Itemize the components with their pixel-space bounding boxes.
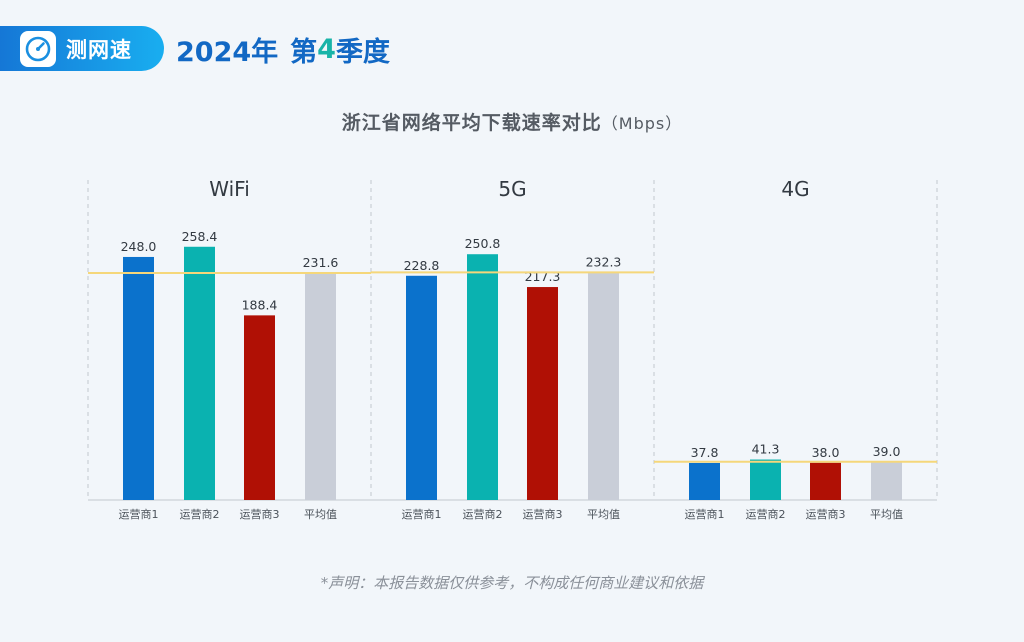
panel-title: WiFi	[209, 177, 250, 201]
category-label: 运营商1	[402, 507, 442, 521]
bar	[527, 287, 558, 500]
data-label: 248.0	[121, 239, 157, 254]
brand-badge: 测网速	[0, 26, 164, 71]
data-label: 39.0	[873, 444, 901, 459]
panel-title: 5G	[498, 177, 526, 201]
bar	[244, 315, 275, 500]
quarter-number: 4	[317, 33, 336, 65]
data-label: 228.8	[404, 258, 440, 273]
data-label: 217.3	[525, 269, 561, 284]
data-label: 38.0	[812, 445, 840, 460]
disclaimer: *声明：本报告数据仅供参考，不构成任何商业建议和依据	[320, 574, 704, 592]
bar	[184, 246, 215, 500]
bar	[406, 275, 437, 500]
bar	[871, 461, 902, 500]
category-label: 运营商2	[463, 507, 503, 521]
data-label: 41.3	[752, 442, 780, 457]
chart-title: 浙江省网络平均下载速率对比（Mbps）	[0, 108, 1024, 135]
category-label: 运营商3	[806, 507, 846, 521]
quarter-suffix: 季度	[335, 36, 390, 68]
bar	[588, 272, 619, 500]
category-label: 运营商2	[180, 507, 220, 521]
bar	[750, 459, 781, 500]
chart-title-text: 浙江省网络平均下载速率对比	[341, 112, 602, 134]
quarter-prefix: 第	[290, 36, 318, 68]
bar	[305, 273, 336, 500]
year-label: 2024年	[176, 36, 279, 68]
category-label: 平均值	[587, 508, 620, 521]
category-label: 运营商2	[746, 507, 786, 521]
data-label: 231.6	[303, 255, 339, 270]
data-label: 258.4	[182, 229, 218, 244]
category-label: 运营商1	[119, 507, 159, 521]
period-heading: 2024年 第 4 季度	[176, 30, 390, 68]
speedometer-icon	[20, 30, 56, 67]
category-label: 平均值	[304, 508, 337, 521]
bar	[689, 462, 720, 500]
data-label: 250.8	[465, 236, 501, 251]
category-label: 平均值	[870, 508, 903, 521]
data-label: 188.4	[242, 297, 278, 312]
bar	[810, 462, 841, 500]
category-label: 运营商1	[685, 507, 725, 521]
chart-unit: （Mbps）	[601, 114, 683, 133]
data-label: 232.3	[586, 254, 622, 269]
data-label: 37.8	[691, 445, 719, 460]
bar	[123, 256, 154, 500]
category-label: 运营商3	[240, 507, 280, 521]
bar	[467, 254, 498, 500]
brand-name: 测网速	[66, 37, 132, 62]
panel-title: 4G	[781, 177, 809, 201]
category-label: 运营商3	[523, 507, 563, 521]
